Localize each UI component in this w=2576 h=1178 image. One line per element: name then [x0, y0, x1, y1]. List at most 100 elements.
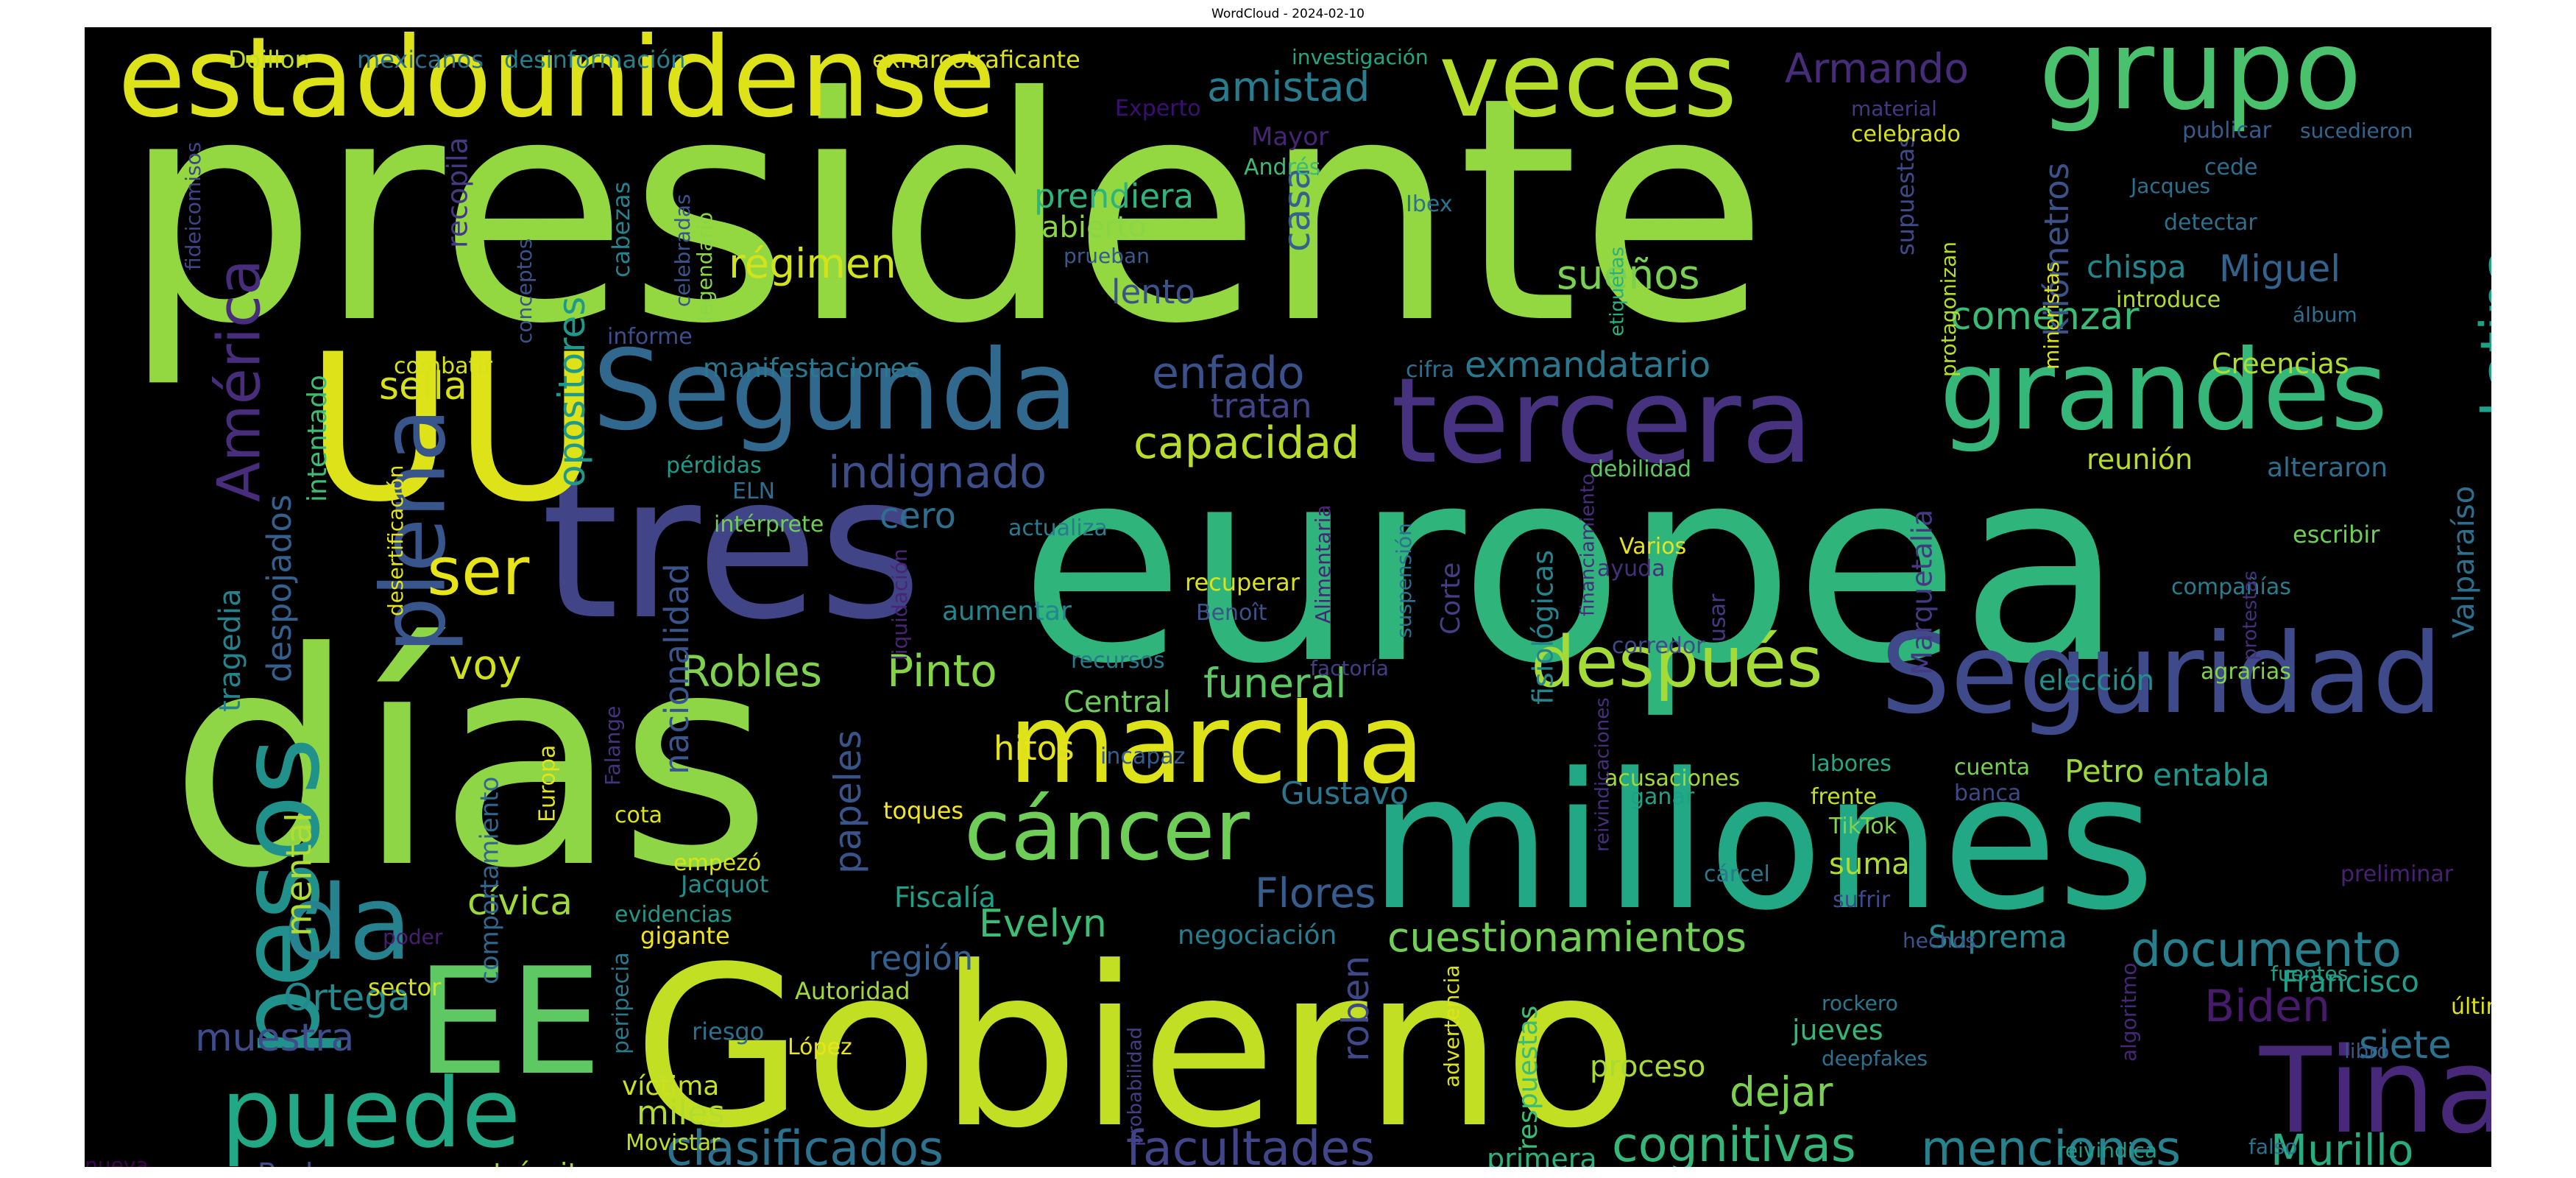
- cloud-word: puede: [221, 1057, 520, 1167]
- cloud-word: peripecia: [608, 952, 634, 1054]
- cloud-word: escribir: [2293, 521, 2380, 549]
- cloud-word: evidencias: [615, 902, 732, 928]
- cloud-word: clasificados: [666, 1121, 944, 1167]
- cloud-word: marcha: [1008, 680, 1425, 808]
- cloud-word: nueva: [85, 1153, 148, 1167]
- cloud-word: opositores: [551, 297, 593, 487]
- cloud-word: desinformación: [504, 46, 685, 74]
- cloud-word: papeles: [827, 730, 869, 874]
- cloud-word: fuentes: [2271, 962, 2348, 986]
- cloud-word: deepfakes: [1822, 1046, 1928, 1071]
- cloud-word: Segunda: [592, 327, 1078, 455]
- cloud-word: comenzar: [1950, 294, 2140, 339]
- cloud-word: publicar: [2182, 118, 2272, 144]
- cloud-word: ayuda: [1597, 556, 1666, 582]
- cloud-word: Evelyn: [979, 902, 1107, 946]
- cloud-word: Varios: [1619, 534, 1686, 560]
- cloud-word: debilidad: [1590, 456, 1691, 482]
- cloud-word: negociación: [1178, 920, 1337, 950]
- cloud-word: protagonizan: [1936, 241, 1961, 377]
- cloud-word: Andrés: [1244, 155, 1320, 180]
- cloud-word: abierto: [1041, 211, 1146, 244]
- cloud-word: régimen: [729, 240, 896, 287]
- cloud-word: víctima: [622, 1071, 719, 1101]
- cloud-word: Gustavo: [1281, 775, 1409, 811]
- cloud-word: desertificación: [383, 465, 408, 616]
- cloud-word: prendiera: [1034, 177, 1194, 216]
- cloud-word: pesos: [216, 737, 344, 1058]
- cloud-word: rockero: [1822, 991, 1898, 1015]
- cloud-word: Latina: [2469, 247, 2492, 417]
- cloud-word: algoritmo: [2117, 962, 2141, 1062]
- cloud-word: reivindicaciones: [1591, 697, 1613, 852]
- cloud-word: ganar: [1630, 784, 1695, 810]
- cloud-word: Autoridad: [795, 977, 910, 1005]
- cloud-word: agrarias: [2201, 659, 2291, 685]
- cloud-word: Ibex: [1406, 191, 1453, 217]
- cloud-word: cognitivas: [1612, 1118, 1856, 1167]
- cloud-word: Suprema: [1928, 919, 2067, 955]
- cloud-word: prueban: [1064, 244, 1150, 268]
- cloud-word: veces: [1439, 27, 1737, 141]
- cloud-word: comportamiento: [475, 777, 505, 984]
- cloud-word: suma: [1829, 847, 1910, 881]
- cloud-word: despojados: [260, 495, 299, 683]
- cloud-word: hitos: [994, 729, 1075, 768]
- cloud-word: últimos: [2451, 994, 2491, 1020]
- cloud-word: financiamiento: [1577, 473, 1599, 616]
- cloud-word: labores: [1811, 751, 1892, 777]
- cloud-word: empezó: [673, 850, 761, 876]
- cloud-word: liquidación: [888, 549, 912, 660]
- cloud-word: plena: [364, 408, 466, 653]
- cloud-word: toques: [883, 797, 963, 825]
- cloud-word: tres: [541, 431, 922, 663]
- cloud-word: Ortega: [283, 976, 411, 1019]
- cloud-word: informe: [607, 324, 693, 350]
- cloud-word: legendario: [693, 212, 717, 322]
- cloud-word: minoristas: [2039, 261, 2064, 370]
- cloud-word: miles: [637, 1093, 725, 1132]
- cloud-word: acusaciones: [1604, 766, 1740, 791]
- cloud-word: grupo: [2039, 27, 2362, 135]
- cloud-word: menciones: [1921, 1121, 2181, 1167]
- cloud-word: días: [169, 590, 772, 933]
- cloud-word: Movistar: [626, 1130, 721, 1156]
- cloud-word: TikTok: [1828, 814, 1897, 839]
- cloud-word: cero: [880, 495, 956, 537]
- cloud-word: álbum: [2293, 303, 2357, 327]
- cloud-word: dejar: [1730, 1068, 1833, 1115]
- cloud-word: Tina: [2259, 1022, 2491, 1160]
- cloud-word: Pinto: [887, 646, 997, 697]
- cloud-word: Central: [1064, 685, 1171, 719]
- cloud-word: Miguel: [2219, 247, 2340, 290]
- cloud-word: sueños: [1557, 251, 1700, 298]
- cloud-word: entabla: [2153, 757, 2270, 793]
- cloud-word: cabezas: [607, 182, 635, 278]
- cloud-word: lento: [1111, 272, 1195, 311]
- cloud-word: frente: [1811, 784, 1877, 810]
- cloud-word: celebradas: [670, 194, 695, 307]
- cloud-word: recuperar: [1185, 568, 1301, 596]
- cloud-word: sella: [379, 364, 467, 409]
- cloud-word: investigación: [1292, 45, 1429, 69]
- cloud-word: fisiológicas: [1527, 550, 1560, 705]
- cloud-word: siete: [2359, 1023, 2452, 1068]
- cloud-word: conceptos: [512, 239, 537, 344]
- cloud-word: supuestas: [1892, 135, 1919, 255]
- cloud-word: voy: [449, 641, 522, 688]
- cloud-word: actualiza: [1008, 515, 1108, 541]
- cloud-word: Mayor: [1251, 122, 1328, 152]
- cloud-word: intentado: [302, 375, 333, 502]
- cloud-word: libro: [2344, 1039, 2389, 1063]
- cloud-word: Robles: [681, 646, 822, 696]
- cloud-word: Petro: [2064, 753, 2144, 789]
- cloud-word: Seguridad: [1880, 610, 2442, 738]
- cloud-word: cifra: [1406, 357, 1454, 383]
- cloud-word: sector: [368, 973, 442, 1001]
- cloud-word: poder: [383, 925, 443, 949]
- cloud-word: reivindica: [2057, 1138, 2157, 1163]
- cloud-word: Biden: [2204, 981, 2330, 1032]
- cloud-word: cede: [2204, 155, 2257, 180]
- cloud-word: celebrado: [1851, 121, 1961, 147]
